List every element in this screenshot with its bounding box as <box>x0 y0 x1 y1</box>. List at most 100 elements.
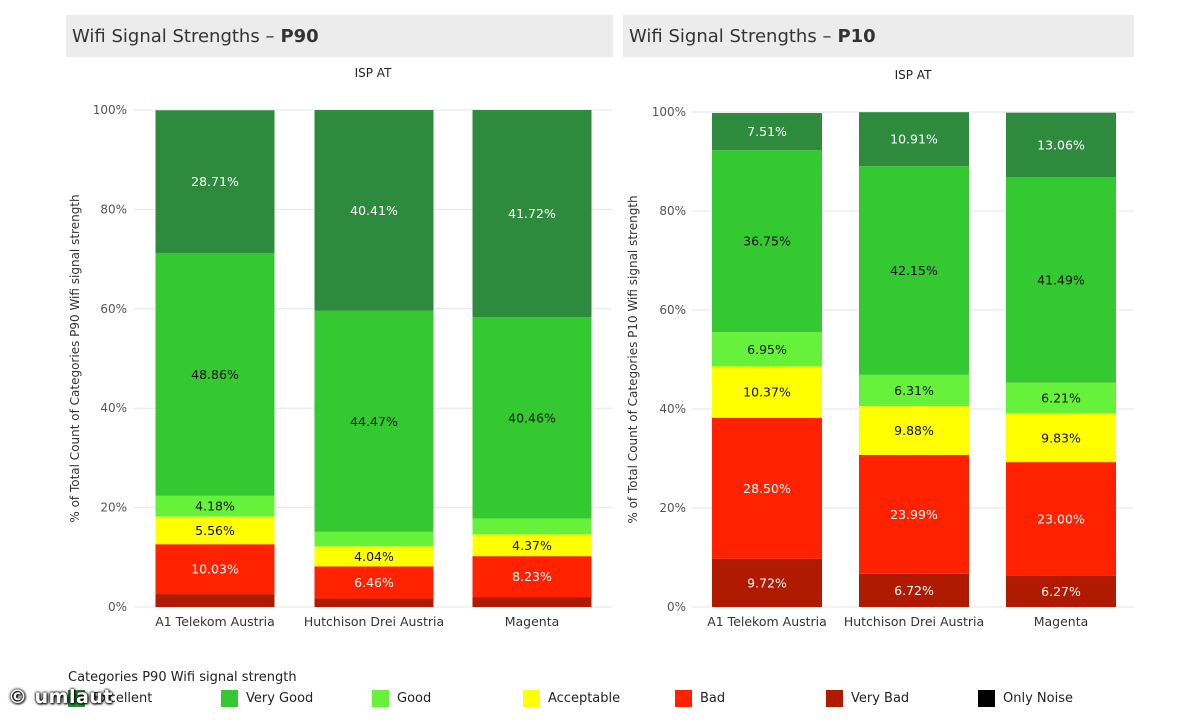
legend-label: Bad <box>700 691 726 706</box>
x-tick-label: Magenta <box>505 614 560 629</box>
bar-segment <box>314 566 434 599</box>
bar-segment <box>155 594 275 607</box>
legend-label: Excellent <box>93 691 153 706</box>
bar-segment <box>314 546 434 567</box>
y-tick-label: 20% <box>100 501 127 515</box>
data-label: 10.37% <box>743 385 791 400</box>
data-label: 4.18% <box>195 499 235 514</box>
bar-segment <box>859 573 969 607</box>
x-tick-label: Hutchison Drei Austria <box>844 614 984 629</box>
x-tick-label: Hutchison Drei Austria <box>304 614 444 629</box>
chart-title: Wifi Signal Strengths <box>72 25 260 47</box>
legend-swatch <box>826 690 843 707</box>
y-axis-label: % of Total Count of Categories P10 Wifi … <box>626 195 640 523</box>
bar-segment <box>1006 177 1116 383</box>
panel-header-p90: Wifi Signal Strengths – P90 <box>66 15 613 57</box>
data-label: 6.95% <box>747 342 787 357</box>
data-label: 6.72% <box>894 583 934 598</box>
bar-segment <box>1006 462 1116 576</box>
bar-segment <box>472 556 592 598</box>
legend-item-very-good[interactable]: Very Good <box>221 690 313 707</box>
bar-segment <box>472 534 592 557</box>
data-label: 8.23% <box>512 569 552 584</box>
x-tick-label: A1 Telekom Austria <box>707 614 827 629</box>
data-label: 41.49% <box>1037 273 1085 288</box>
chart-title: Wifi Signal Strengths <box>629 25 817 47</box>
bar-segment <box>712 417 822 559</box>
data-label: 4.37% <box>512 538 552 553</box>
data-label: 23.00% <box>1037 512 1085 527</box>
bar-segment <box>314 531 434 547</box>
data-label: 7.51% <box>747 124 787 139</box>
chart-title-dash: – <box>259 25 275 47</box>
y-tick-label: 80% <box>100 202 127 216</box>
bar-segment <box>472 518 592 535</box>
legend-item-bad[interactable]: Bad <box>675 690 725 707</box>
bar-segment <box>712 150 822 333</box>
legend-item-excellent[interactable]: Excellent <box>68 690 152 707</box>
data-label: 6.27% <box>1041 584 1081 599</box>
legend-label: Very Bad <box>851 691 910 706</box>
bar-segment <box>859 166 969 375</box>
bar-segment <box>314 310 434 532</box>
data-label: 48.86% <box>191 367 239 382</box>
bar-segment <box>314 110 434 311</box>
legend-swatch <box>372 690 389 707</box>
data-label: 9.83% <box>1041 430 1081 445</box>
bar-segment <box>859 374 969 407</box>
data-label: 28.71% <box>191 174 239 189</box>
chart-title-bold: P10 <box>837 25 876 47</box>
y-tick-label: 40% <box>659 402 686 416</box>
legend-swatch <box>221 690 238 707</box>
data-label: 6.46% <box>354 575 394 590</box>
bar-segment <box>712 558 822 607</box>
chart-subtitle: ISP AT <box>355 66 392 80</box>
bar-segment <box>472 317 592 519</box>
legend-label: Only Noise <box>1003 691 1073 706</box>
bar-segment <box>859 112 969 167</box>
y-tick-label: 60% <box>100 302 127 316</box>
bar-segment <box>712 112 822 151</box>
legend-label: Very Good <box>246 691 314 706</box>
data-label: 40.41% <box>350 203 398 218</box>
y-tick-label: 0% <box>108 600 127 614</box>
chart-title-dash: – <box>816 25 832 47</box>
panel-header-p10: Wifi Signal Strengths – P10 <box>623 15 1134 57</box>
data-label: 4.04% <box>354 549 394 564</box>
y-tick-label: 80% <box>659 204 686 218</box>
data-label: 44.47% <box>350 414 398 429</box>
bar-segment <box>859 406 969 455</box>
bar-segment <box>712 332 822 367</box>
legend-item-acceptable[interactable]: Acceptable <box>523 690 620 707</box>
legend-label: Acceptable <box>548 691 621 706</box>
data-label: 10.91% <box>890 132 938 147</box>
y-tick-label: 100% <box>652 105 686 119</box>
legend-item-very-bad[interactable]: Very Bad <box>826 690 909 707</box>
data-label: 5.56% <box>195 523 235 538</box>
bar-segment <box>1006 112 1116 178</box>
legend-item-only-noise[interactable]: Only Noise <box>978 690 1073 707</box>
data-label: 40.46% <box>508 410 556 425</box>
data-label: 23.99% <box>890 507 938 522</box>
legend-label: Good <box>397 691 432 706</box>
umlaut-watermark: © umlaut <box>8 686 113 708</box>
legend: Categories P90 Wifi signal strength Exce… <box>0 668 1200 720</box>
y-tick-label: 60% <box>659 303 686 317</box>
bar-segment <box>1006 413 1116 463</box>
bar-segment <box>472 110 592 318</box>
data-label: 28.50% <box>743 481 791 496</box>
data-label: 6.21% <box>1041 391 1081 406</box>
bar-segment <box>712 366 822 418</box>
bar-segment <box>155 252 275 496</box>
legend-item-good[interactable]: Good <box>372 690 431 707</box>
chart-subtitle: ISP AT <box>895 68 932 82</box>
y-axis-label: % of Total Count of Categories P90 Wifi … <box>68 194 82 522</box>
y-tick-label: 0% <box>667 600 686 614</box>
bar-segment <box>155 110 275 253</box>
bar-segment <box>1006 382 1116 414</box>
bar-segment <box>472 597 592 607</box>
data-label: 42.15% <box>890 263 938 278</box>
data-label: 13.06% <box>1037 138 1085 153</box>
data-label: 6.31% <box>894 383 934 398</box>
legend-swatch <box>978 690 995 707</box>
